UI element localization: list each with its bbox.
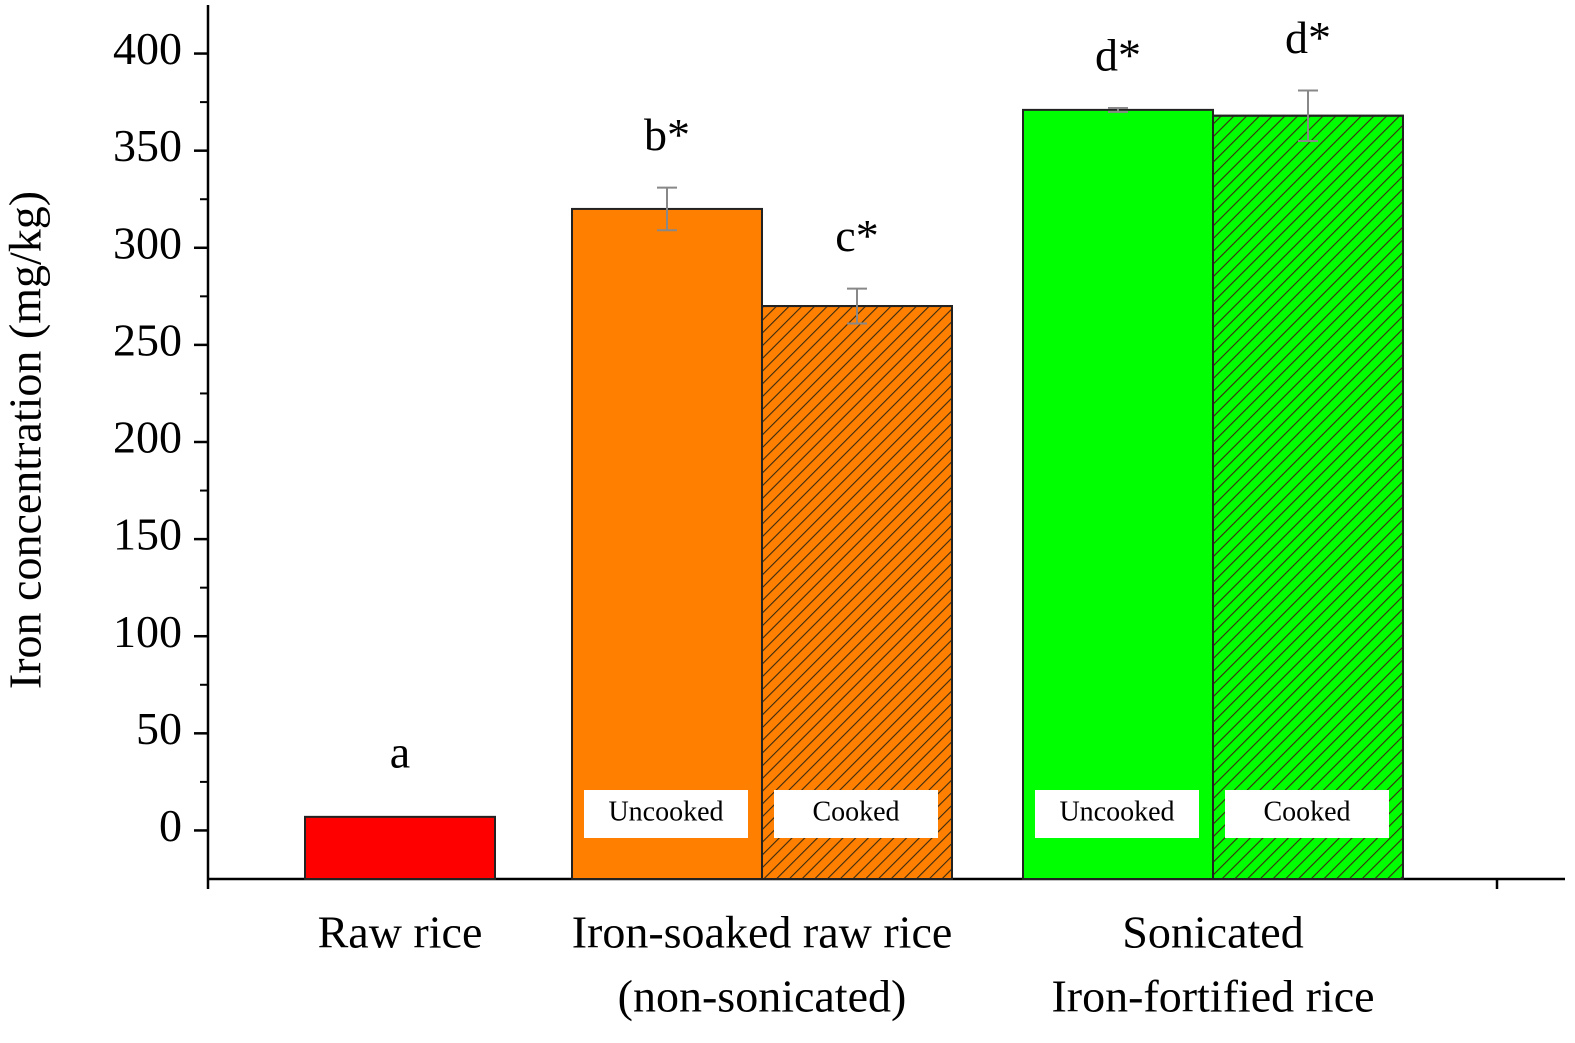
bar-label-box [774,790,938,838]
y-tick-label: 300 [113,217,182,268]
significance-letter: d* [1285,12,1331,63]
y-tick-label: 50 [136,703,182,754]
significance-letter: a [390,726,410,777]
x-tick-label: Sonicated [1122,907,1303,958]
significance-letter: d* [1095,30,1141,81]
significance-letter: b* [644,109,690,160]
bar-hatch [761,305,953,880]
x-tick-label: Iron-fortified rice [1051,971,1374,1022]
bar-hatch [1212,114,1404,880]
y-tick-label: 350 [113,120,182,171]
bar-label-box [1035,790,1199,838]
bar [304,815,496,880]
x-tick-label: Iron-soaked raw rice [572,907,953,958]
bar [571,207,763,880]
x-tick-label: (non-sonicated) [618,971,907,1022]
y-axis-label: Iron concentration (mg/kg) [0,191,51,689]
bar-label: Uncooked [608,796,723,827]
bar-label: Uncooked [1059,796,1174,827]
bar [1022,108,1214,880]
y-tick-label: 0 [159,800,182,851]
y-tick-label: 400 [113,23,182,74]
bar-label: Cooked [1263,796,1350,827]
y-tick-label: 150 [113,509,182,560]
significance-letter: c* [835,210,878,261]
x-tick-label: Raw rice [318,907,483,958]
y-tick-label: 100 [113,606,182,657]
y-tick-label: 250 [113,314,182,365]
bar-label: Cooked [812,796,899,827]
bar-label-box [584,790,748,838]
bar-label-box [1225,790,1389,838]
y-tick-label: 200 [113,412,182,463]
